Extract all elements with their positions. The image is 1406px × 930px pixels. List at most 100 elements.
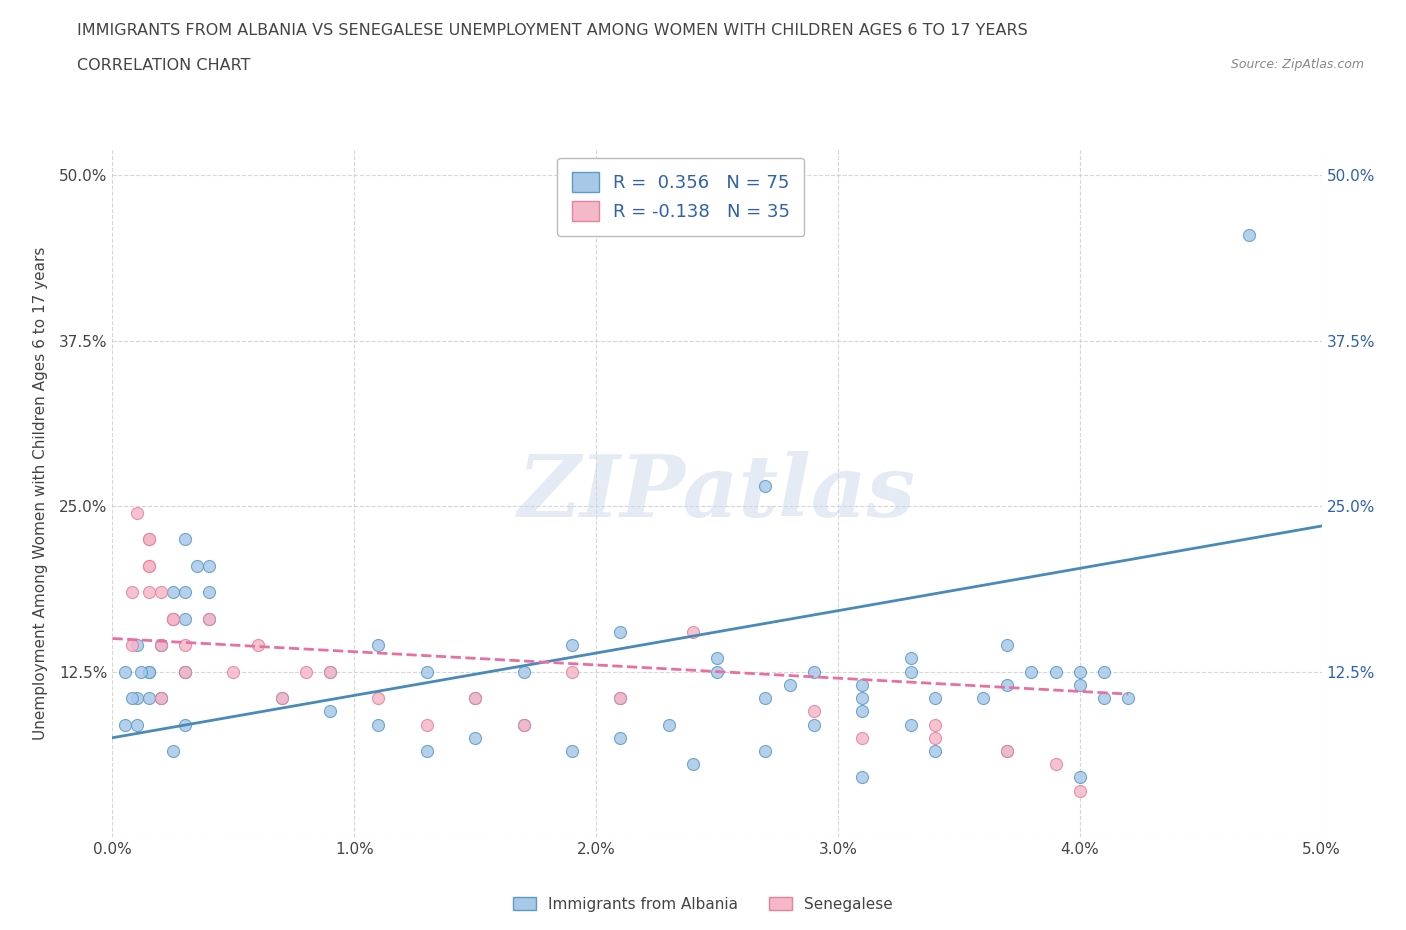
Point — [174, 664, 197, 679]
Point — [851, 691, 873, 706]
Point — [995, 744, 1018, 759]
Point — [367, 638, 389, 653]
Point — [138, 532, 160, 547]
Point — [174, 585, 197, 600]
Point — [706, 651, 728, 666]
Point — [295, 664, 318, 679]
Point — [682, 757, 704, 772]
Point — [1069, 664, 1091, 679]
Text: CORRELATION CHART: CORRELATION CHART — [77, 58, 250, 73]
Point — [1237, 228, 1260, 243]
Point — [512, 717, 534, 732]
Text: Source: ZipAtlas.com: Source: ZipAtlas.com — [1230, 58, 1364, 71]
Point — [900, 664, 922, 679]
Point — [198, 611, 221, 626]
Text: IMMIGRANTS FROM ALBANIA VS SENEGALESE UNEMPLOYMENT AMONG WOMEN WITH CHILDREN AGE: IMMIGRANTS FROM ALBANIA VS SENEGALESE UN… — [77, 23, 1028, 38]
Point — [561, 744, 583, 759]
Point — [851, 770, 873, 785]
Point — [174, 664, 197, 679]
Point — [162, 611, 184, 626]
Point — [149, 638, 172, 653]
Point — [658, 717, 681, 732]
Point — [512, 717, 534, 732]
Point — [121, 638, 143, 653]
Point — [706, 664, 728, 679]
Point — [609, 730, 631, 745]
Point — [995, 677, 1018, 692]
Point — [416, 744, 439, 759]
Point — [138, 558, 160, 573]
Point — [367, 691, 389, 706]
Point — [138, 664, 160, 679]
Point — [114, 664, 136, 679]
Text: ZIPatlas: ZIPatlas — [517, 451, 917, 535]
Point — [1069, 677, 1091, 692]
Point — [464, 691, 486, 706]
Point — [995, 744, 1018, 759]
Point — [416, 664, 439, 679]
Point — [162, 585, 184, 600]
Point — [1116, 691, 1139, 706]
Point — [121, 691, 143, 706]
Point — [464, 691, 486, 706]
Point — [512, 664, 534, 679]
Point — [754, 744, 776, 759]
Y-axis label: Unemployment Among Women with Children Ages 6 to 17 years: Unemployment Among Women with Children A… — [32, 246, 48, 739]
Point — [1021, 664, 1043, 679]
Point — [149, 585, 172, 600]
Point — [1092, 691, 1115, 706]
Point — [125, 638, 148, 653]
Point — [1045, 757, 1067, 772]
Point — [1069, 783, 1091, 798]
Point — [198, 558, 221, 573]
Point — [779, 677, 801, 692]
Point — [138, 585, 160, 600]
Point — [319, 664, 342, 679]
Point — [125, 691, 148, 706]
Point — [186, 558, 208, 573]
Point — [149, 691, 172, 706]
Point — [851, 704, 873, 719]
Point — [174, 532, 197, 547]
Point — [682, 624, 704, 639]
Point — [1045, 664, 1067, 679]
Point — [270, 691, 292, 706]
Point — [198, 585, 221, 600]
Point — [162, 611, 184, 626]
Point — [924, 730, 946, 745]
Point — [121, 585, 143, 600]
Point — [125, 717, 148, 732]
Point — [198, 611, 221, 626]
Point — [138, 691, 160, 706]
Point — [138, 664, 160, 679]
Point — [754, 691, 776, 706]
Point — [924, 691, 946, 706]
Point — [803, 664, 825, 679]
Point — [367, 717, 389, 732]
Point — [1069, 770, 1091, 785]
Point — [246, 638, 269, 653]
Point — [174, 638, 197, 653]
Point — [972, 691, 994, 706]
Point — [803, 717, 825, 732]
Point — [924, 744, 946, 759]
Point — [149, 638, 172, 653]
Point — [754, 479, 776, 494]
Point — [924, 717, 946, 732]
Point — [319, 704, 342, 719]
Point — [138, 558, 160, 573]
Legend: Immigrants from Albania, Senegalese: Immigrants from Albania, Senegalese — [508, 890, 898, 918]
Point — [851, 677, 873, 692]
Point — [464, 730, 486, 745]
Point — [900, 651, 922, 666]
Point — [149, 691, 172, 706]
Point — [416, 717, 439, 732]
Point — [1092, 664, 1115, 679]
Point — [114, 717, 136, 732]
Point — [174, 664, 197, 679]
Point — [900, 717, 922, 732]
Point — [561, 638, 583, 653]
Point — [851, 730, 873, 745]
Point — [162, 611, 184, 626]
Point — [270, 691, 292, 706]
